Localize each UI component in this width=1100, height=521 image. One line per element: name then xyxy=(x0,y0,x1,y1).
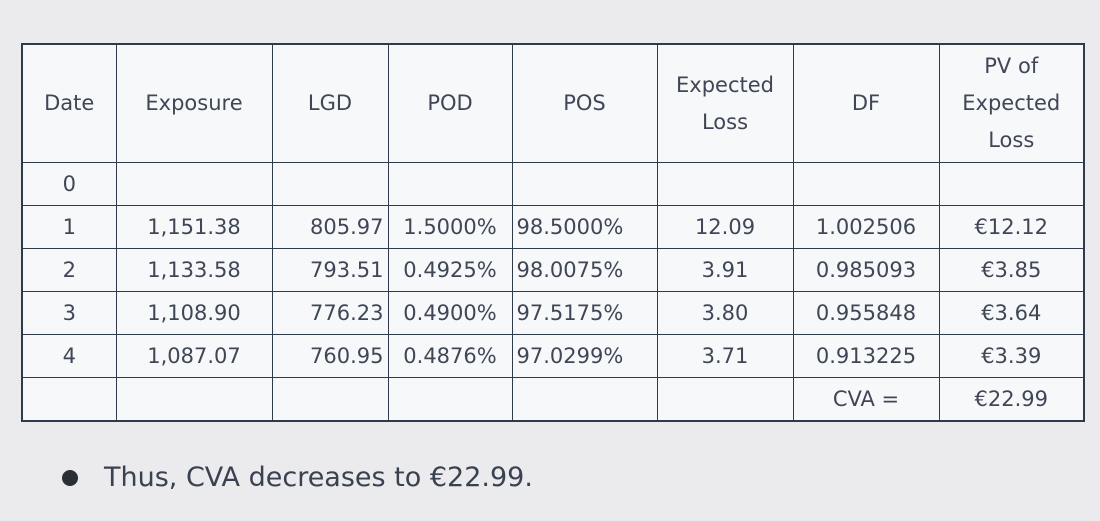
cva-label: CVA = xyxy=(792,377,940,422)
cva-table: Date Exposure LGD POD POS Expected Loss … xyxy=(21,43,1085,422)
cell-lgd xyxy=(271,162,389,206)
cell-pos: 97.0299% xyxy=(511,334,658,378)
total-cell-empty xyxy=(656,377,794,422)
table-row: 3 1,108.90 776.23 0.4900% 97.5175% 3.80 0.9558… xyxy=(21,291,1085,335)
header-pos: POS xyxy=(511,43,658,163)
cell-exposure: 1,133.58 xyxy=(115,248,273,292)
total-cell-empty xyxy=(21,377,117,422)
cell-pos: 98.0075% xyxy=(511,248,658,292)
cell-expected-loss: 12.09 xyxy=(656,205,794,249)
header-row: Date Exposure LGD POD POS Expected Loss … xyxy=(21,43,1085,163)
cell-date: 4 xyxy=(21,334,117,378)
cell-lgd: 793.51 xyxy=(271,248,389,292)
cell-df: 0.955848 xyxy=(792,291,940,335)
total-cell-empty xyxy=(387,377,513,422)
total-cell-empty xyxy=(115,377,273,422)
total-cell-empty xyxy=(511,377,658,422)
header-lgd: LGD xyxy=(271,43,389,163)
header-expected-loss: Expected Loss xyxy=(656,43,794,163)
cell-df: 1.002506 xyxy=(792,205,940,249)
cell-pos xyxy=(511,162,658,206)
cell-expected-loss: 3.80 xyxy=(656,291,794,335)
cell-pv-expected-loss xyxy=(938,162,1085,206)
cell-pod xyxy=(387,162,513,206)
header-pv-expected-loss: PV of Expected Loss xyxy=(938,43,1085,163)
cell-lgd: 776.23 xyxy=(271,291,389,335)
total-row: CVA = €22.99 xyxy=(21,377,1085,422)
table-row: 2 1,133.58 793.51 0.4925% 98.0075% 3.91 0.9850… xyxy=(21,248,1085,292)
cell-exposure: 1,151.38 xyxy=(115,205,273,249)
header-exposure: Exposure xyxy=(115,43,273,163)
cva-value: €22.99 xyxy=(938,377,1085,422)
table-body: 0 1 1,151.38 805.97 1.5000% 98.5000% 12.09 1.00… xyxy=(21,162,1085,422)
cell-expected-loss: 3.71 xyxy=(656,334,794,378)
cell-date: 1 xyxy=(21,205,117,249)
cell-date: 3 xyxy=(21,291,117,335)
cell-pod: 0.4925% xyxy=(387,248,513,292)
cell-date: 0 xyxy=(21,162,117,206)
bullet-text: Thus, CVA decreases to €22.99. xyxy=(104,462,533,493)
cell-exposure: 1,087.07 xyxy=(115,334,273,378)
cell-pod: 0.4876% xyxy=(387,334,513,378)
cell-df: 0.985093 xyxy=(792,248,940,292)
cell-lgd: 805.97 xyxy=(271,205,389,249)
cell-expected-loss: 3.91 xyxy=(656,248,794,292)
cell-pos: 97.5175% xyxy=(511,291,658,335)
header-df: DF xyxy=(792,43,940,163)
total-cell-empty xyxy=(271,377,389,422)
cell-pv-expected-loss: €3.64 xyxy=(938,291,1085,335)
header-date: Date xyxy=(21,43,117,163)
cell-pv-expected-loss: €12.12 xyxy=(938,205,1085,249)
cell-df xyxy=(792,162,940,206)
table-row: 0 xyxy=(21,162,1085,206)
bullet-item: Thus, CVA decreases to €22.99. xyxy=(62,462,533,493)
table-row: 1 1,151.38 805.97 1.5000% 98.5000% 12.09 1.002… xyxy=(21,205,1085,249)
cell-pod: 1.5000% xyxy=(387,205,513,249)
header-pod: POD xyxy=(387,43,513,163)
cell-pos: 98.5000% xyxy=(511,205,658,249)
cell-exposure xyxy=(115,162,273,206)
cell-pv-expected-loss: €3.85 xyxy=(938,248,1085,292)
cell-expected-loss xyxy=(656,162,794,206)
cell-exposure: 1,108.90 xyxy=(115,291,273,335)
cell-pod: 0.4900% xyxy=(387,291,513,335)
cell-pv-expected-loss: €3.39 xyxy=(938,334,1085,378)
cell-lgd: 760.95 xyxy=(271,334,389,378)
table-row: 4 1,087.07 760.95 0.4876% 97.0299% 3.71 0.9132… xyxy=(21,334,1085,378)
cell-date: 2 xyxy=(21,248,117,292)
cell-df: 0.913225 xyxy=(792,334,940,378)
bullet-dot-icon xyxy=(62,469,78,486)
